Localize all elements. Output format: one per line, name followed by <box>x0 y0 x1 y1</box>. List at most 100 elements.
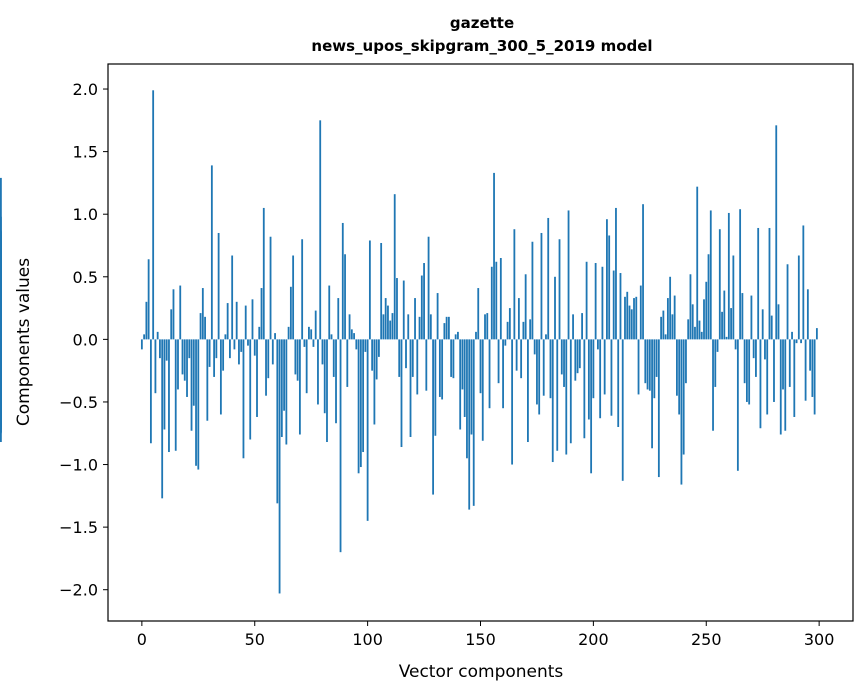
bar <box>529 319 532 340</box>
bar <box>815 328 818 340</box>
bar <box>219 339 222 415</box>
bar <box>782 339 784 390</box>
bar <box>775 125 778 340</box>
bar <box>508 308 511 340</box>
bar <box>606 219 608 340</box>
bar <box>531 241 534 340</box>
x-tick-label: 300 <box>804 630 835 649</box>
bar <box>585 261 588 340</box>
y-tick-label: −1.0 <box>59 456 98 475</box>
y-tick-label: 0.0 <box>73 330 98 349</box>
bar <box>344 254 346 340</box>
bar <box>253 339 256 356</box>
bar <box>217 232 220 340</box>
bar <box>147 259 150 340</box>
bar <box>576 339 579 374</box>
bar <box>761 309 764 340</box>
x-tick-label: 0 <box>137 630 147 649</box>
bar <box>610 339 613 416</box>
bar <box>362 339 365 453</box>
bar <box>727 212 730 340</box>
bar <box>384 298 387 340</box>
y-tick-label: −2.0 <box>59 581 98 600</box>
bar <box>714 339 717 387</box>
bar <box>619 273 622 340</box>
bar <box>603 339 606 395</box>
bar <box>276 339 279 504</box>
bar <box>705 281 708 340</box>
bar <box>192 339 195 406</box>
bar <box>468 339 471 510</box>
bar <box>660 316 663 340</box>
bar <box>380 242 383 340</box>
y-tick-label: −1.5 <box>59 518 98 537</box>
bar <box>676 339 678 396</box>
bar <box>161 339 164 499</box>
bar <box>269 236 272 340</box>
bar <box>308 326 310 340</box>
y-tick-label: 2.0 <box>73 80 98 99</box>
bar <box>615 207 617 340</box>
bar <box>366 339 369 521</box>
bar <box>447 316 450 340</box>
bar <box>274 333 276 340</box>
bar <box>445 316 448 340</box>
bar <box>181 339 184 375</box>
bar <box>258 326 261 340</box>
bar <box>502 339 504 409</box>
bar <box>750 295 753 340</box>
bar <box>423 263 425 340</box>
bar <box>655 339 658 377</box>
bar <box>698 320 701 340</box>
bar <box>700 331 703 340</box>
chart-title: gazette <box>450 14 514 32</box>
bar <box>626 291 629 340</box>
bar <box>648 339 651 391</box>
bar <box>572 314 574 340</box>
bar <box>434 339 437 436</box>
bar <box>486 313 489 340</box>
bar <box>256 339 258 417</box>
bar <box>163 339 166 430</box>
bar <box>319 120 322 340</box>
bar <box>443 323 446 340</box>
bar <box>459 339 462 430</box>
y-tick-label: 1.5 <box>73 143 98 162</box>
bar <box>545 334 547 340</box>
bar <box>247 339 249 346</box>
x-tick-label: 250 <box>691 630 722 649</box>
bar <box>265 339 267 396</box>
bar <box>477 288 480 340</box>
bar <box>335 339 337 424</box>
bar <box>594 263 597 340</box>
bar <box>556 339 559 451</box>
bar <box>294 339 297 375</box>
bar <box>653 339 656 399</box>
bar <box>296 339 299 381</box>
bar <box>481 339 484 441</box>
bar <box>673 295 676 340</box>
bar <box>427 236 430 340</box>
bar <box>231 255 234 340</box>
bar <box>657 339 660 478</box>
bar <box>484 314 486 340</box>
bar <box>741 293 744 340</box>
bar <box>400 339 403 448</box>
bar <box>165 339 168 361</box>
bar <box>662 310 665 340</box>
bar <box>788 339 791 387</box>
bar <box>0 339 2 429</box>
bar <box>547 217 550 340</box>
bar <box>651 339 653 449</box>
bar <box>463 339 466 417</box>
bar <box>199 313 202 340</box>
bar <box>730 308 732 340</box>
bar <box>260 288 263 340</box>
bar <box>755 339 757 377</box>
bar <box>280 339 283 437</box>
bar <box>470 339 473 435</box>
bar <box>721 311 723 340</box>
bar <box>773 339 775 402</box>
bar <box>646 339 649 390</box>
